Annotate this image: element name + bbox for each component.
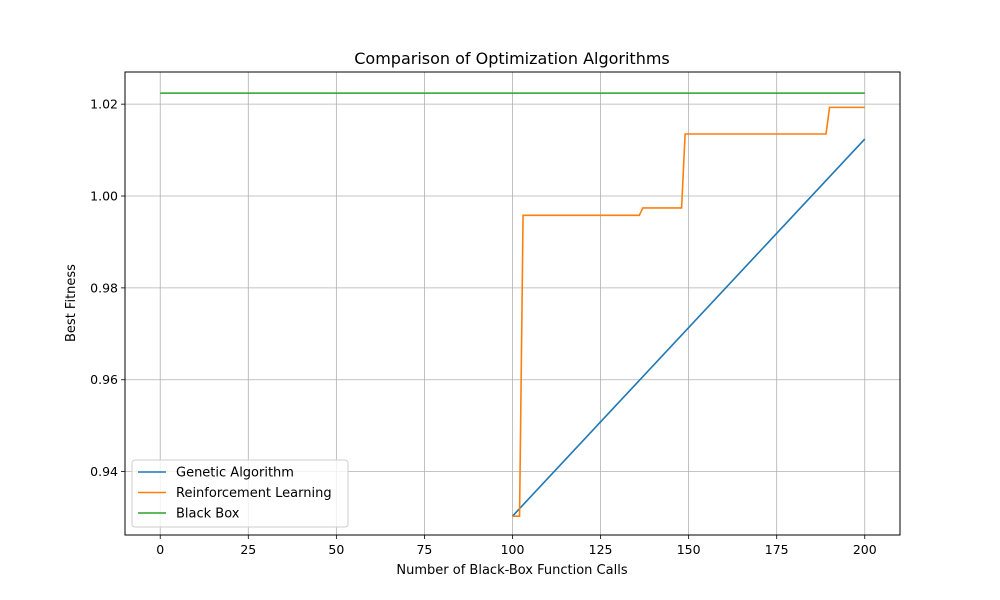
y-tick-label: 1.02 xyxy=(90,97,118,112)
x-tick-label: 50 xyxy=(328,542,344,557)
x-tick-label: 150 xyxy=(677,542,701,557)
grid xyxy=(125,72,900,535)
x-tick-label: 25 xyxy=(240,542,256,557)
y-tick-label: 0.94 xyxy=(90,464,118,479)
series-line-genetic-algorithm xyxy=(511,138,866,517)
legend-label: Genetic Algorithm xyxy=(176,466,294,481)
chart-title: Comparison of Optimization Algorithms xyxy=(354,49,670,68)
y-tick-label: 1.00 xyxy=(90,189,118,204)
legend-label: Reinforcement Learning xyxy=(176,486,332,501)
y-tick-label: 0.96 xyxy=(90,372,118,387)
y-tick-label: 0.98 xyxy=(90,280,118,295)
x-tick-label: 175 xyxy=(765,542,789,557)
y-axis-label: Best Fitness xyxy=(64,264,79,342)
x-tick-label: 75 xyxy=(416,542,432,557)
x-tick-label: 125 xyxy=(589,542,613,557)
x-axis-label: Number of Black-Box Function Calls xyxy=(396,563,627,578)
x-tick-label: 0 xyxy=(156,542,164,557)
legend-box xyxy=(131,459,349,528)
axis-ticks: 0 25 50 75 100 125 150 175 200 0.94 0.96 0.98 1.00 1.… xyxy=(90,97,877,557)
x-tick-label: 200 xyxy=(853,542,877,557)
x-tick-label: 100 xyxy=(501,542,525,557)
legend: Genetic Algorithm Reinforcement Learning B… xyxy=(131,459,349,528)
plot-series xyxy=(160,92,866,517)
series-line-reinforcement-learning xyxy=(512,106,865,517)
legend-label: Black Box xyxy=(176,507,240,522)
